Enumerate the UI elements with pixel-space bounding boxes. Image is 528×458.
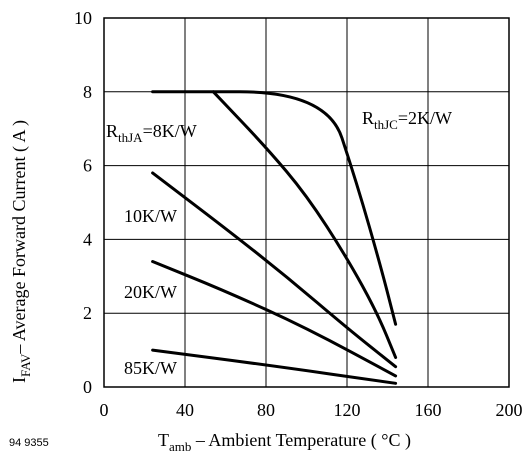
series-label-rthjc: RthJC=2K/W [362, 108, 452, 132]
y-axis-title-main: I [9, 377, 29, 383]
figure-id: 94 9355 [9, 437, 49, 449]
series-line-1 [211, 90, 398, 359]
series-label-10: 10K/W [124, 206, 177, 226]
grid-lines [104, 18, 509, 387]
x-tick-label: 0 [100, 400, 109, 420]
y-axis-title-rest: – Average Forward Current ( A ) [9, 120, 30, 355]
x-tick-label: 200 [496, 400, 523, 420]
series-line-0 [151, 90, 398, 326]
x-axis-title-sub: amb [169, 439, 191, 454]
series-label-rthjc-sub: thJC [374, 117, 398, 132]
y-tick-label: 8 [83, 82, 92, 102]
x-axis-title-rest: – Ambient Temperature ( °C ) [191, 430, 411, 451]
x-tick-labels: 0 40 80 120 160 200 [100, 400, 523, 420]
y-tick-label: 4 [83, 229, 92, 249]
series-label-rthja-8-rest: =8K/W [143, 121, 197, 141]
y-axis-title-sub: FAV [18, 353, 33, 377]
x-tick-label: 80 [257, 400, 275, 420]
x-axis-title-main: T [158, 430, 169, 450]
series-line-2 [151, 171, 398, 369]
series-label-20: 20K/W [124, 282, 177, 302]
series-line-3 [151, 260, 398, 378]
y-axis-title: IFAV– Average Forward Current ( A ) [9, 120, 33, 383]
series-line-4 [151, 348, 398, 385]
series-group [151, 90, 398, 385]
series-label-85: 85K/W [124, 358, 177, 378]
plot-frame [103, 17, 510, 388]
series-label-rthjc-rest: =2K/W [398, 108, 452, 128]
series-label-rthjc-main: R [362, 108, 374, 128]
x-tick-label: 160 [415, 400, 442, 420]
y-tick-labels: 0 2 4 6 8 10 [74, 8, 92, 397]
y-tick-label: 10 [74, 8, 92, 28]
series-label-rthja-8-sub: thJA [118, 130, 143, 145]
y-tick-label: 6 [83, 156, 92, 176]
y-tick-label: 2 [83, 303, 92, 323]
x-tick-label: 120 [334, 400, 361, 420]
y-tick-label: 0 [83, 377, 92, 397]
series-label-rthja-8-main: R [106, 121, 118, 141]
x-tick-label: 40 [176, 400, 194, 420]
x-axis-title: Tamb – Ambient Temperature ( °C ) [158, 430, 411, 454]
series-label-rthja-8: RthJA=8K/W [106, 121, 197, 145]
